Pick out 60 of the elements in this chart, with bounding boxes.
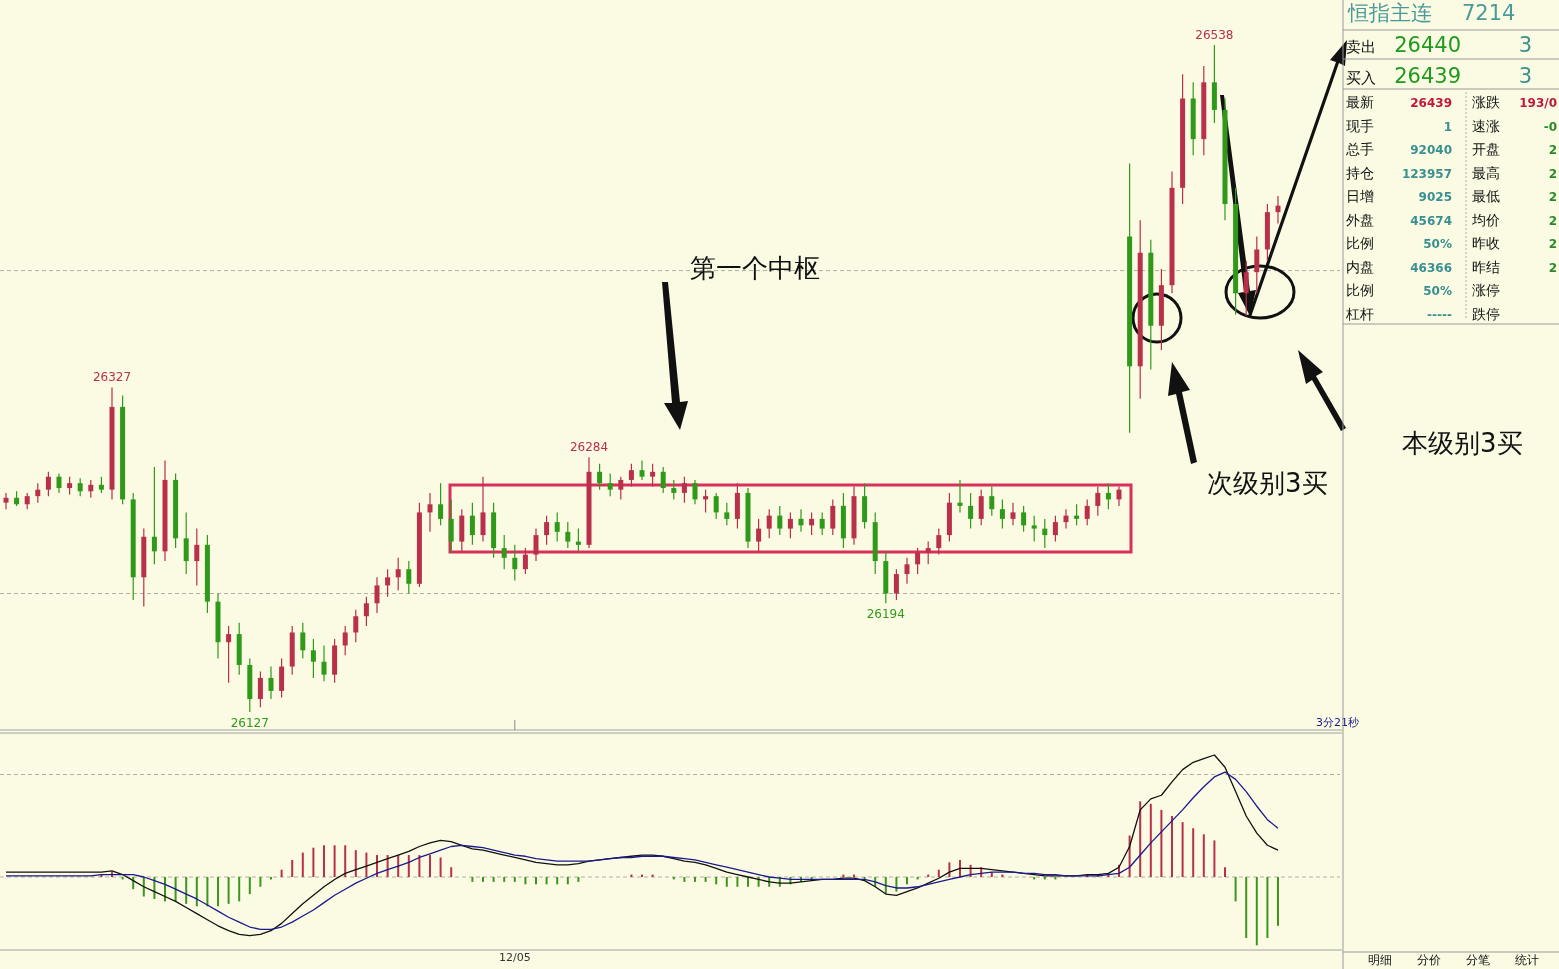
text: 26439 [1394, 64, 1461, 88]
text: 统计 [1515, 953, 1539, 967]
text: ----- [1427, 307, 1453, 322]
annotation: 第一个中枢 [690, 253, 820, 283]
text: 分笔 [1466, 953, 1490, 967]
text: 本级别3买 [1402, 428, 1523, 458]
text: 均价 [1471, 211, 1500, 228]
text: 45674 [1410, 213, 1452, 228]
text: 昨收 [1472, 235, 1500, 251]
text: 涨跌 [1472, 94, 1500, 110]
text: 193/0 [1519, 96, 1557, 110]
text: 内盘 [1346, 258, 1374, 275]
text: 92040 [1410, 143, 1452, 157]
text: 2 [1548, 166, 1557, 181]
text: 2 [1548, 260, 1557, 275]
text: 12/05 [498, 951, 531, 964]
annotation: 26327 [92, 370, 132, 385]
text: 26439 [1410, 96, 1452, 110]
text: 昨结 [1472, 258, 1500, 275]
text: 123957 [1401, 166, 1452, 181]
text: 26440 [1394, 33, 1461, 57]
text: 涨停 [1472, 282, 1500, 298]
text: 杠杆 [1345, 305, 1374, 322]
text: 开盘 [1472, 141, 1500, 157]
text: 3分21秒 [1316, 716, 1359, 729]
text: 比例 [1346, 235, 1374, 251]
text: 最高 [1472, 164, 1500, 181]
text: 3 [1518, 33, 1532, 57]
text: 分价 [1417, 953, 1441, 967]
text: 9025 [1418, 190, 1452, 204]
annotation: 次级别3买 [1207, 468, 1328, 498]
annotation: 26194 [866, 607, 905, 622]
text: -0 [1543, 119, 1557, 134]
text: 跌停 [1472, 305, 1500, 322]
text: 2 [1548, 143, 1557, 157]
text: 7214 [1462, 1, 1516, 25]
annotation: 26284 [569, 440, 609, 455]
text: 2 [1548, 237, 1557, 251]
text: 2 [1548, 190, 1557, 204]
text: 2 [1548, 213, 1557, 228]
text: 总手 [1345, 141, 1374, 157]
text: 3 [1518, 64, 1532, 88]
text: 速涨 [1472, 117, 1500, 134]
annotation: 26538 [1195, 28, 1234, 42]
text: 50% [1423, 237, 1452, 251]
text: 最新 [1346, 94, 1374, 110]
text: 日增 [1346, 188, 1374, 204]
text: 46366 [1410, 260, 1452, 275]
text: 比例 [1346, 282, 1374, 298]
text: 明细 [1368, 953, 1392, 967]
text: 50% [1423, 284, 1452, 298]
text: 现手 [1346, 117, 1374, 134]
text: 卖出 [1346, 38, 1376, 56]
text: 1 [1443, 119, 1452, 134]
text: 最低 [1472, 188, 1500, 204]
text: 外盘 [1346, 211, 1374, 228]
text: 买入 [1346, 69, 1376, 87]
annotation: 26127 [230, 716, 269, 730]
text: 恒指主连 [1347, 1, 1432, 25]
text: 持仓 [1346, 164, 1374, 181]
